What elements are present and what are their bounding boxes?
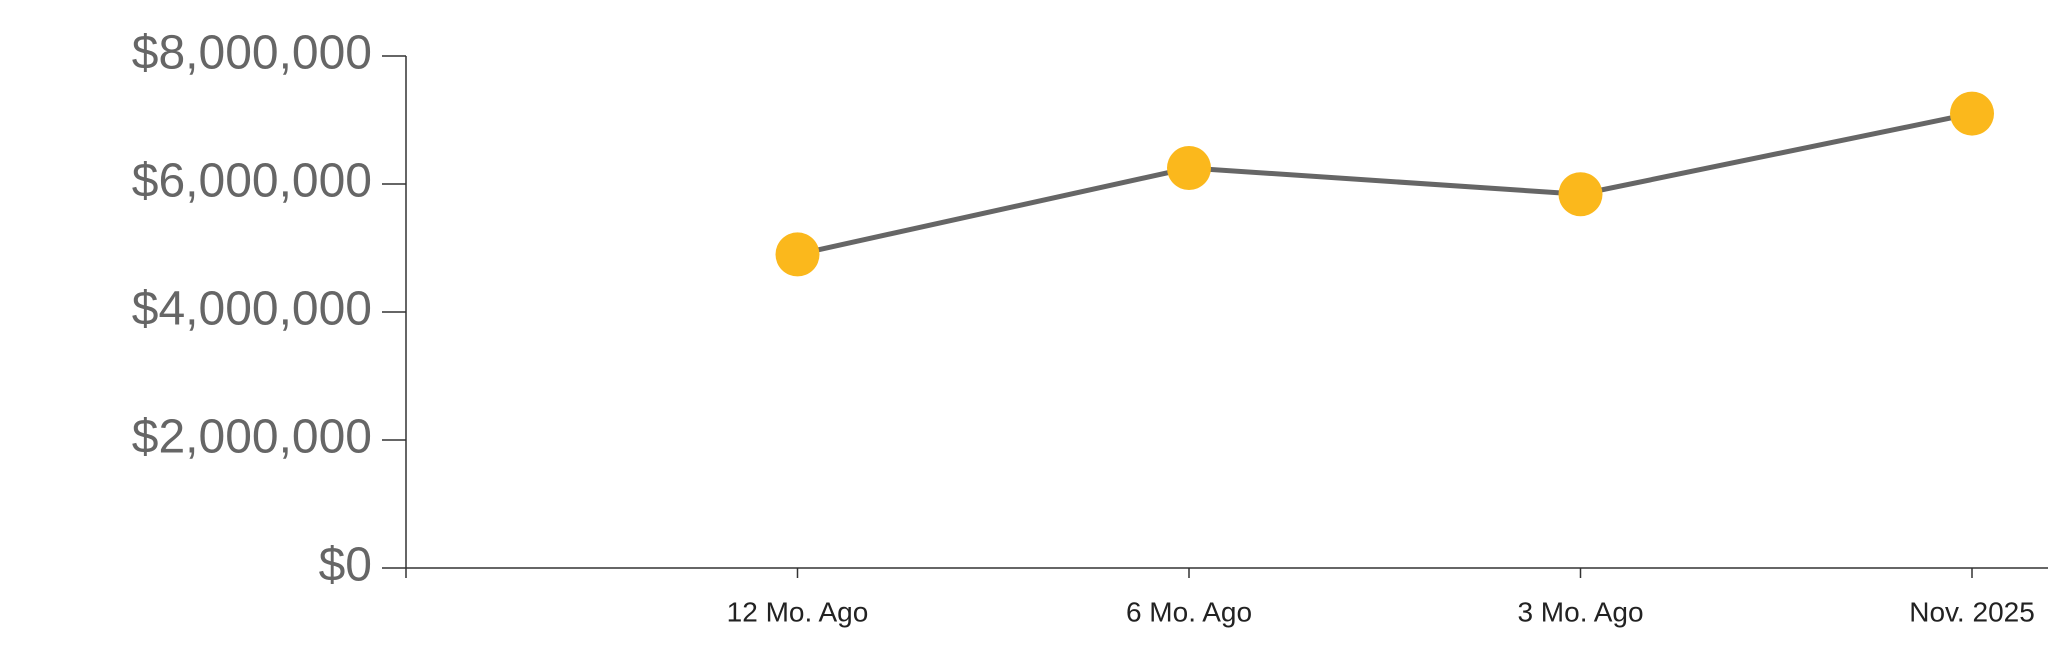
y-tick-label: $8,000,000 (132, 27, 372, 80)
series-line (796, 111, 1973, 257)
data-point (1950, 91, 1994, 136)
y-tick-label: $4,000,000 (132, 283, 372, 336)
data-point (1167, 146, 1211, 190)
data-point (775, 232, 820, 277)
y-tick-label: $6,000,000 (132, 155, 372, 208)
x-tick-label: 12 Mo. Ago (727, 596, 869, 627)
x-tick-label: Nov. 2025 (1909, 596, 2035, 627)
data-point (1558, 172, 1603, 217)
y-tick-label: $2,000,000 (132, 411, 372, 464)
x-tick-label: 6 Mo. Ago (1126, 596, 1252, 627)
x-tick-label: 3 Mo. Ago (1517, 596, 1643, 627)
y-tick-label: $0 (319, 539, 372, 592)
